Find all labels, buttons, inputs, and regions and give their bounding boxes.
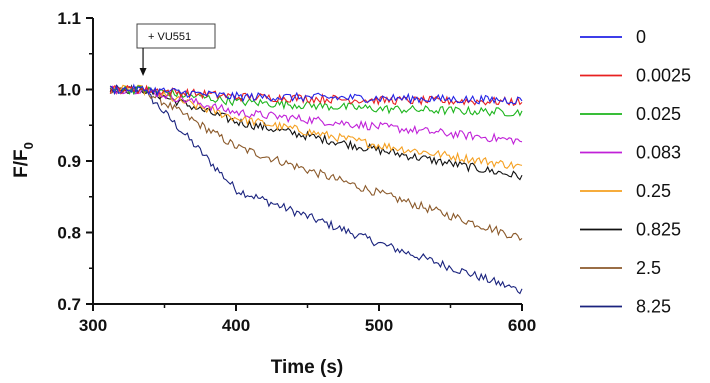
x-tick-label: 300 — [79, 316, 107, 335]
x-tick-label: 600 — [508, 316, 536, 335]
x-axis-title: Time (s) — [271, 357, 344, 378]
y-tick-label: 0.8 — [57, 224, 81, 243]
annotation-layer: + VU551 — [136, 23, 216, 76]
y-axis-title-sub: 0 — [21, 142, 36, 149]
annotation-box — [136, 23, 216, 49]
y-tick-label: 0.7 — [57, 295, 81, 314]
legend: 0 0.0025 0.025 0.083 0.25 0.825 2.5 8.25 — [580, 27, 691, 317]
series-line-0 — [109, 83, 523, 105]
series-line-8.25 — [109, 84, 523, 295]
y-axis-title-main: F/F — [11, 149, 32, 178]
x-tick-label: 500 — [365, 316, 393, 335]
legend-label: 0.083 — [636, 143, 681, 163]
legend-label: 2.5 — [636, 258, 661, 278]
legend-label: 0.0025 — [636, 66, 691, 86]
legend-label: 0.825 — [636, 220, 681, 240]
series-line-0.083 — [109, 85, 523, 146]
legend-label: 0 — [636, 27, 646, 47]
y-axis-title: F/F0 — [11, 142, 36, 178]
annotation-arrow-head — [139, 68, 147, 76]
y-tick-label: 0.9 — [57, 152, 81, 171]
series-line-2.5 — [110, 85, 523, 241]
y-tick-label: 1.0 — [57, 81, 81, 100]
legend-label: 8.25 — [636, 297, 671, 317]
y-tick-label: 1.1 — [57, 9, 81, 28]
series-line-0.825 — [109, 84, 523, 181]
annotation-label: + VU551 — [148, 31, 191, 43]
series-line-0.25 — [109, 84, 523, 170]
legend-label: 0.25 — [636, 181, 671, 201]
legend-label: 0.025 — [636, 104, 681, 124]
series-layer — [109, 83, 523, 295]
axes: 0.7 0.8 0.9 1.0 1.1 300 400 500 600 — [57, 9, 536, 335]
x-tick-label: 400 — [222, 316, 250, 335]
